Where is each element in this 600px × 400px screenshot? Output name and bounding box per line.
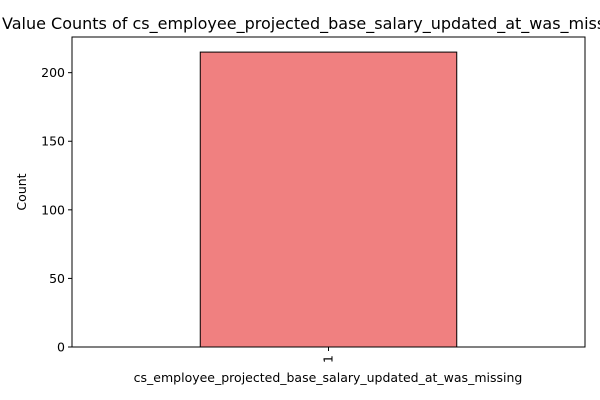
- x-tick-label: 1: [321, 355, 336, 363]
- chart-title: Value Counts of cs_employee_projected_ba…: [2, 14, 600, 34]
- y-axis-ticks: 0 50 100 150 200: [41, 65, 72, 355]
- y-tick-label: 0: [57, 340, 65, 355]
- y-tick-label: 200: [41, 65, 65, 80]
- bar-1: [199, 51, 458, 348]
- y-tick-label: 100: [41, 202, 65, 217]
- y-tick-label: 150: [41, 134, 65, 149]
- bar-layer: [199, 51, 458, 348]
- x-axis-label: cs_employee_projected_base_salary_update…: [134, 370, 523, 385]
- x-axis-ticks: 1: [321, 347, 336, 363]
- y-tick-label: 50: [49, 271, 65, 286]
- y-axis-label: Count: [14, 173, 29, 210]
